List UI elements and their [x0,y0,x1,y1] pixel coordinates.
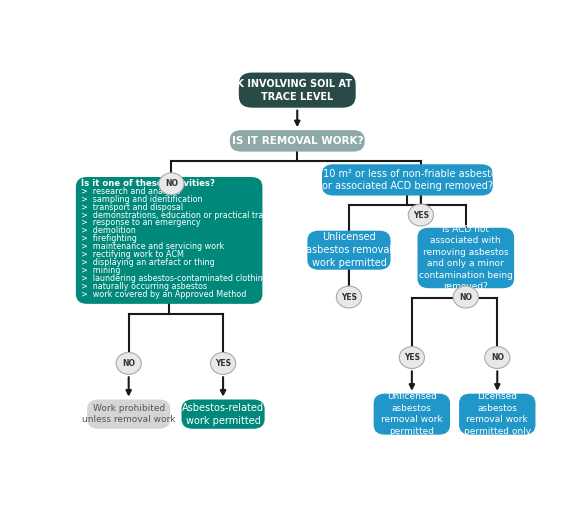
Text: >  maintenance and servicing work: > maintenance and servicing work [81,242,224,251]
Text: Asbestos-related
work permitted: Asbestos-related work permitted [182,403,264,425]
Text: Is ACD not
associated with
removing asbestos
and only a minor
contamination bein: Is ACD not associated with removing asbe… [419,225,513,291]
Text: Is it one of these activities?: Is it one of these activities? [81,179,215,188]
Text: NO: NO [165,179,178,188]
FancyBboxPatch shape [322,164,493,196]
Text: NO: NO [491,353,504,362]
Text: >  research and analysis: > research and analysis [81,187,181,196]
Text: NO: NO [122,359,135,368]
FancyBboxPatch shape [459,393,535,434]
Text: >  firefighting: > firefighting [81,234,137,243]
Circle shape [453,286,478,308]
Text: Licensed
asbestos
removal work
permitted only: Licensed asbestos removal work permitted… [464,392,531,436]
Text: YES: YES [341,293,357,302]
FancyBboxPatch shape [239,73,356,107]
FancyBboxPatch shape [418,228,514,288]
Circle shape [408,204,433,226]
Text: WORK INVOLVING SOIL AT OVER
TRACE LEVEL: WORK INVOLVING SOIL AT OVER TRACE LEVEL [210,79,385,101]
Text: >  naturally occurring asbestos: > naturally occurring asbestos [81,282,208,291]
Text: >  rectifying work to ACM: > rectifying work to ACM [81,250,184,259]
Text: >  demolition: > demolition [81,227,136,235]
Text: YES: YES [413,210,429,220]
Circle shape [485,347,510,369]
Circle shape [159,173,184,195]
Text: YES: YES [215,359,231,368]
Text: >  displaying an artefact or thing: > displaying an artefact or thing [81,258,215,267]
Text: >  laundering asbestos-contaminated clothing: > laundering asbestos-contaminated cloth… [81,274,268,283]
Text: Unlicensed
asbestos removal
work permitted: Unlicensed asbestos removal work permitt… [306,232,392,268]
FancyBboxPatch shape [307,231,390,270]
Text: NO: NO [459,293,472,302]
Text: Work prohibited
unless removal work: Work prohibited unless removal work [82,404,175,424]
Text: IS IT REMOVAL WORK?: IS IT REMOVAL WORK? [231,136,363,146]
FancyBboxPatch shape [76,177,262,304]
Text: YES: YES [404,353,420,362]
Text: >  work covered by an Approved Method: > work covered by an Approved Method [81,290,246,299]
Text: >  demonstrations, education or practical training: > demonstrations, education or practical… [81,210,283,220]
Circle shape [336,286,361,308]
Circle shape [116,352,142,374]
FancyBboxPatch shape [230,130,365,152]
Circle shape [399,347,425,369]
Text: >  response to an emergency: > response to an emergency [81,219,201,228]
Text: >  transport and disposal: > transport and disposal [81,203,183,211]
Text: Is 10 m² or less of non-friable asbestos
or associated ACD being removed?: Is 10 m² or less of non-friable asbestos… [313,168,502,191]
FancyBboxPatch shape [87,400,171,429]
Text: Unlicensed
asbestos
removal work
permitted: Unlicensed asbestos removal work permitt… [381,392,443,436]
Text: >  mining: > mining [81,266,121,275]
FancyBboxPatch shape [374,393,450,434]
Circle shape [211,352,235,374]
FancyBboxPatch shape [182,400,264,429]
Text: >  sampling and identification: > sampling and identification [81,195,203,204]
